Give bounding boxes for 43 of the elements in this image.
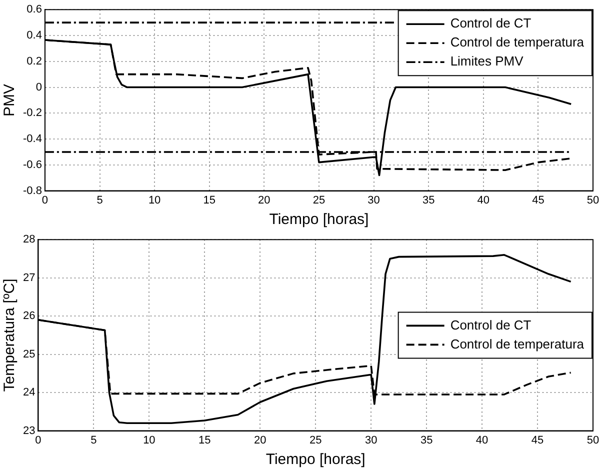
y-tick-label: -0.4 (22, 133, 42, 146)
x-tick-label: 10 (143, 434, 156, 446)
y-tick-label: -0.8 (22, 184, 42, 197)
x-tick-label: 30 (364, 434, 378, 446)
x-tick-label: 45 (531, 434, 544, 446)
y-tick-label: 25 (22, 348, 36, 360)
x-tick-label: 25 (309, 434, 322, 446)
x-tick-label: 45 (532, 194, 544, 206)
legend-label: Limites PMV (450, 54, 524, 69)
y-tick-label: 0.6 (26, 4, 42, 16)
y-axis-title: Temperatura [ºC] (1, 278, 18, 392)
y-tick-label: 23 (22, 424, 36, 437)
legend-label: Control de CT (450, 317, 532, 332)
y-tick-label: 0.4 (26, 30, 42, 42)
y-axis-title: PMV (1, 84, 18, 116)
y-tick-label: 0 (36, 81, 42, 94)
x-tick-label: 10 (148, 194, 161, 206)
legend-label: Control de temperatura (450, 336, 585, 352)
x-tick-label: 15 (198, 434, 211, 446)
y-tick-label: -0.6 (22, 158, 42, 171)
x-tick-label: 40 (476, 434, 488, 446)
x-tick-label: 25 (312, 194, 326, 206)
x-tick-label: 40 (477, 194, 490, 206)
x-axis-title: Tiempo [horas] (269, 211, 369, 228)
x-tick-label: 20 (258, 194, 270, 206)
x-tick-label: 50 (586, 434, 600, 446)
y-tick-label: 24 (22, 386, 36, 399)
y-tick-label: -0.2 (22, 107, 42, 120)
x-tick-label: 5 (90, 434, 97, 446)
x-tick-label: 50 (586, 194, 600, 206)
legend-label: Control de CT (450, 16, 532, 31)
x-tick-label: 20 (254, 434, 266, 446)
x-axis-title: Tiempo [horas] (266, 451, 366, 468)
x-tick-label: 5 (96, 194, 103, 206)
y-tick-label: 26 (22, 310, 36, 322)
y-tick-label: 28 (22, 234, 36, 246)
x-tick-label: 35 (422, 194, 435, 206)
legend-label: Control de temperatura (450, 34, 585, 50)
y-tick-label: 27 (22, 272, 36, 284)
x-tick-label: 35 (420, 434, 433, 446)
y-tick-label: 0.2 (26, 55, 42, 68)
x-tick-label: 30 (368, 194, 380, 206)
x-tick-label: 15 (203, 194, 216, 206)
